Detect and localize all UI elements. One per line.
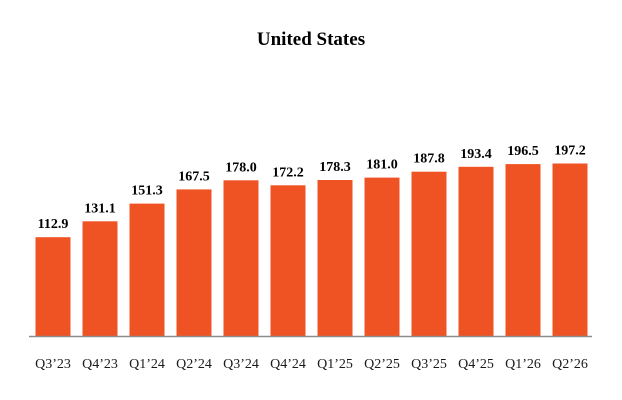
- bar-1: [35, 237, 71, 336]
- bar-2: [82, 221, 118, 336]
- x-tick-label-1: Q3’23: [35, 357, 71, 372]
- bars-group: [35, 163, 588, 337]
- bar-10: [458, 166, 494, 336]
- value-label-7: 178.3: [319, 160, 351, 175]
- bar-8: [364, 177, 400, 336]
- x-tick-labels-group: Q3’23 Q4’23 Q1’24 Q2’24 Q3’24 Q4’24 Q1’25 Q2’25…: [35, 357, 588, 372]
- value-label-9: 187.8: [413, 152, 445, 167]
- bar-12: [552, 163, 588, 336]
- x-tick-label-2: Q4’23: [82, 357, 118, 372]
- value-label-4: 167.5: [178, 169, 210, 184]
- value-label-5: 178.0: [225, 160, 257, 175]
- x-tick-label-11: Q1’26: [505, 357, 541, 372]
- value-label-1: 112.9: [38, 217, 69, 232]
- bar-3: [129, 203, 165, 336]
- bar-5: [223, 180, 259, 337]
- x-tick-label-4: Q2’24: [176, 357, 212, 372]
- value-labels-group: 112.9 131.1 151.3 167.5 178.0 172.2 178.3 181.0…: [38, 144, 586, 233]
- value-label-8: 181.0: [366, 158, 398, 173]
- bar-7: [317, 180, 353, 336]
- x-tick-label-3: Q1’24: [129, 357, 165, 372]
- bar-11: [505, 164, 541, 336]
- value-label-3: 151.3: [131, 184, 163, 199]
- value-label-10: 193.4: [460, 147, 492, 162]
- x-tick-label-12: Q2’26: [552, 357, 588, 372]
- chart-title: United States: [257, 29, 365, 50]
- value-label-11: 196.5: [507, 144, 539, 159]
- x-tick-label-6: Q4’24: [270, 357, 306, 372]
- bar-4: [176, 189, 212, 336]
- bar-9: [411, 171, 447, 336]
- value-label-12: 197.2: [554, 144, 586, 159]
- x-tick-label-10: Q4’25: [458, 357, 494, 372]
- value-label-6: 172.2: [272, 165, 304, 180]
- x-tick-label-7: Q1’25: [317, 357, 353, 372]
- bar-6: [270, 185, 306, 336]
- x-tick-label-5: Q3’24: [223, 357, 259, 372]
- value-label-2: 131.1: [84, 201, 116, 216]
- x-tick-label-8: Q2’25: [364, 357, 400, 372]
- x-tick-label-9: Q3’25: [411, 357, 447, 372]
